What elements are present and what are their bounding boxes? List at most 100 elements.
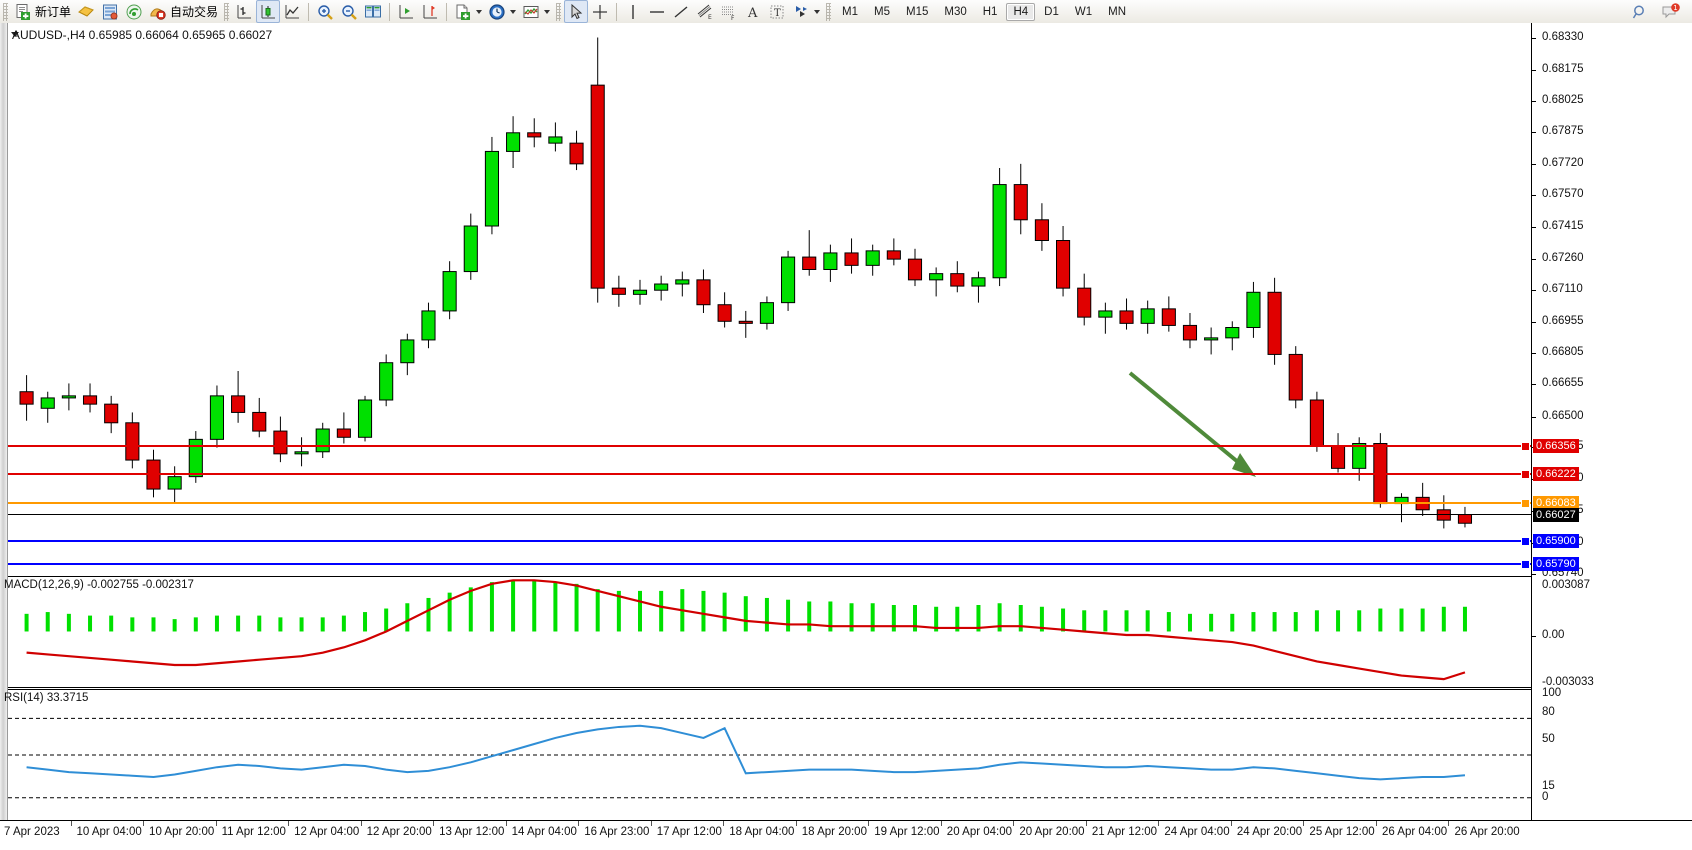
timeframe-h4[interactable]: H4 <box>1006 2 1036 21</box>
bar-chart-icon <box>235 3 253 21</box>
timeframe-d1[interactable]: D1 <box>1044 5 1059 18</box>
equidistant-channel-button[interactable]: E <box>693 1 717 22</box>
timeframe-m1[interactable]: M1 <box>842 5 859 18</box>
trendline-button[interactable] <box>669 1 693 22</box>
chart-left-scroll-edge[interactable] <box>0 23 8 820</box>
price-line-pivot[interactable] <box>8 501 1531 504</box>
time-tick <box>1085 821 1087 826</box>
alerts-button[interactable]: 1 <box>1658 1 1682 22</box>
timeframe-m5[interactable]: M5 <box>874 5 890 18</box>
price-tag-pivot[interactable]: 0.66083 <box>1533 495 1579 510</box>
timeframe-m30[interactable]: M30 <box>944 5 967 18</box>
toolbar-grip-2[interactable] <box>224 2 230 21</box>
cursor-button[interactable] <box>564 0 589 23</box>
macd-indicator-pane[interactable] <box>8 576 1531 688</box>
period-dropdown-caret[interactable] <box>510 9 517 14</box>
toolbar-grip-4[interactable] <box>826 2 832 21</box>
toolbar-grip-3[interactable] <box>556 2 562 21</box>
candlestick-series <box>19 37 1473 529</box>
template-dropdown-caret[interactable] <box>476 9 483 14</box>
toolbar-grip[interactable] <box>3 2 8 21</box>
timeframe-h1[interactable]: H1 <box>982 5 998 18</box>
price-tag-support-1[interactable]: 0.65900 <box>1533 533 1579 548</box>
draw-arrows-button[interactable] <box>789 1 823 22</box>
time-tick <box>1448 821 1450 826</box>
time-axis-label: 11 Apr 12:00 <box>221 826 286 838</box>
rsi-axis-label: 80 <box>1542 706 1555 718</box>
price-tick <box>1532 163 1536 165</box>
text-button[interactable]: T <box>765 1 789 22</box>
vertical-line-button[interactable] <box>621 1 645 22</box>
price-line-handle-pivot[interactable] <box>1521 498 1530 508</box>
vertical-line-icon <box>624 3 642 21</box>
price-line-support-2[interactable] <box>8 562 1531 565</box>
price-line-last-price[interactable] <box>8 513 1531 515</box>
period-button[interactable] <box>485 1 519 22</box>
search-icon <box>1631 3 1649 21</box>
time-axis[interactable]: 7 Apr 2023 10 Apr 04:00 10 Apr 20:00 11 Apr… <box>0 820 1692 850</box>
price-axis-label: 0.66655 <box>1542 377 1584 390</box>
horizontal-line-button[interactable] <box>645 1 669 22</box>
indicators-button[interactable] <box>519 1 553 22</box>
timeframe-w1[interactable]: W1 <box>1074 5 1093 18</box>
time-axis-label: 18 Apr 04:00 <box>729 826 795 838</box>
signals-button[interactable] <box>122 1 146 22</box>
fibonacci-button[interactable]: F <box>717 1 741 22</box>
price-line-handle-support-1[interactable] <box>1521 536 1530 546</box>
price-line-handle-resistance-1[interactable] <box>1521 442 1530 452</box>
price-tag-resistance-1[interactable]: 0.66356 <box>1533 439 1579 454</box>
price-line-handle-resistance-2[interactable] <box>1521 470 1530 480</box>
line-chart-button[interactable] <box>280 1 304 22</box>
clock-icon <box>488 3 506 21</box>
bar-chart-button[interactable] <box>232 1 256 22</box>
main-toolbar: 新订单 <box>0 0 1692 24</box>
price-axis-label: 0.67570 <box>1542 187 1584 200</box>
time-tick <box>433 821 435 826</box>
auto-scroll-button[interactable] <box>418 1 442 22</box>
data-window-button[interactable] <box>74 1 98 22</box>
price-tag-last-price[interactable]: 0.66027 <box>1533 507 1579 522</box>
price-axis-label: 0.68175 <box>1542 62 1584 75</box>
line-chart-icon <box>283 3 301 21</box>
new-order-button[interactable]: 新订单 <box>11 1 74 22</box>
chart-shift-button[interactable] <box>394 1 418 22</box>
tile-windows-button[interactable] <box>361 1 385 22</box>
price-line-support-1[interactable] <box>8 539 1531 542</box>
rsi-indicator-pane[interactable] <box>8 689 1531 821</box>
new-order-icon <box>14 3 32 21</box>
navigator-button[interactable] <box>98 1 122 22</box>
price-axis-label: 0.66805 <box>1542 346 1584 359</box>
price-plot-area[interactable] <box>8 23 1531 574</box>
time-tick <box>288 821 290 826</box>
timeframe-m15[interactable]: M15 <box>906 5 929 18</box>
price-tick <box>1532 69 1536 71</box>
template-button[interactable] <box>451 1 485 22</box>
zoom-out-icon <box>340 3 358 21</box>
price-tag-support-2[interactable]: 0.65790 <box>1533 556 1579 571</box>
crosshair-button[interactable] <box>588 1 612 22</box>
auto-trading-button[interactable]: 自动交易 <box>146 1 221 22</box>
text-label-icon: A <box>744 3 762 21</box>
zoom-in-button[interactable] <box>313 1 337 22</box>
time-axis-label: 12 Apr 04:00 <box>294 826 360 838</box>
zoom-out-button[interactable] <box>337 1 361 22</box>
price-axis[interactable]: 0.66356 0.66222 0.66083 0.66027 0.65900 0.657… <box>1531 23 1692 820</box>
price-line-resistance-2[interactable] <box>8 473 1531 476</box>
candlestick-chart-button[interactable] <box>256 0 281 23</box>
alerts-icon: 1 <box>1661 2 1680 21</box>
price-axis-label: 0.68330 <box>1542 30 1584 43</box>
time-axis-label: 24 Apr 04:00 <box>1164 826 1230 838</box>
text-label-button[interactable]: A <box>741 1 765 22</box>
price-tag-resistance-2[interactable]: 0.66222 <box>1533 467 1579 482</box>
time-axis-label: 26 Apr 20:00 <box>1454 826 1520 838</box>
notification-count: 1 <box>1673 4 1677 12</box>
timeframe-mn[interactable]: MN <box>1108 5 1126 18</box>
price-line-handle-support-2[interactable] <box>1521 559 1530 569</box>
price-line-resistance-1[interactable] <box>8 445 1531 448</box>
time-tick <box>360 821 362 826</box>
draw-arrows-dropdown-caret[interactable] <box>814 9 821 14</box>
search-button[interactable] <box>1628 1 1652 22</box>
symbol-dropdown-caret[interactable] <box>11 32 19 37</box>
price-tick <box>1532 290 1536 292</box>
indicators-dropdown-caret[interactable] <box>544 9 551 14</box>
